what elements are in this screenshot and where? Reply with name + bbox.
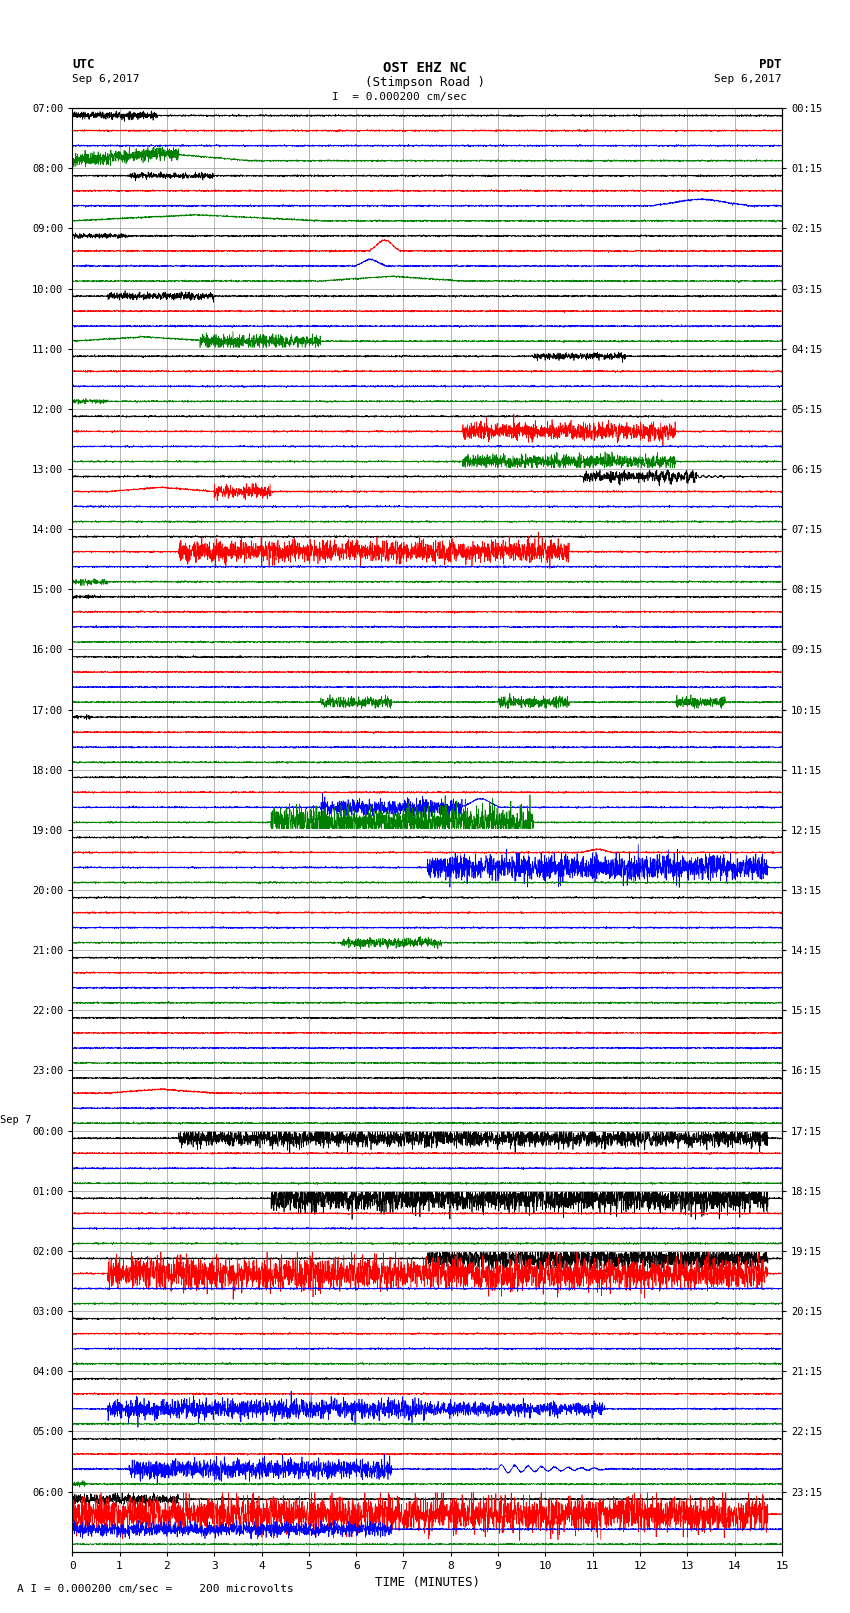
Text: Sep 6,2017: Sep 6,2017 [72, 74, 139, 84]
Text: OST EHZ NC: OST EHZ NC [383, 61, 467, 74]
X-axis label: TIME (MINUTES): TIME (MINUTES) [375, 1576, 479, 1589]
Text: Sep 6,2017: Sep 6,2017 [715, 74, 782, 84]
Text: (Stimpson Road ): (Stimpson Road ) [365, 76, 485, 89]
Text: A I = 0.000200 cm/sec =    200 microvolts: A I = 0.000200 cm/sec = 200 microvolts [17, 1584, 294, 1594]
Text: UTC: UTC [72, 58, 94, 71]
Text: Sep 7: Sep 7 [0, 1115, 31, 1124]
Text: I  = 0.000200 cm/sec: I = 0.000200 cm/sec [332, 92, 467, 102]
Text: PDT: PDT [760, 58, 782, 71]
